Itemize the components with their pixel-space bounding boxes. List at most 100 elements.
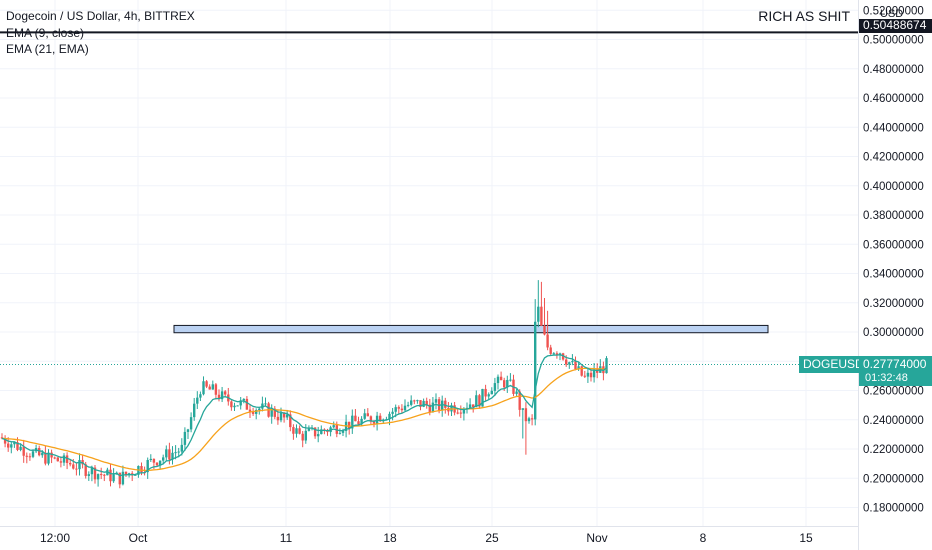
y-tick-label: 0.30000000 [863,327,924,339]
candle-body [165,449,168,458]
candle-body [555,353,559,356]
candle-body [78,460,81,470]
candle-body [276,416,280,421]
candle-body [109,469,112,482]
candle-body [320,429,323,435]
x-tick-label: 12:00 [40,531,70,545]
candle-body [162,457,165,461]
candle-body [47,452,50,464]
candle-body [546,334,549,348]
candle-body [534,321,537,420]
candle-body [7,443,10,448]
candle-body [242,398,245,401]
candle-body [146,460,149,473]
candle-body [543,325,546,335]
candle-body [313,427,317,437]
candle-body [571,361,574,363]
candle-body [196,397,199,404]
candle-body [0,437,4,439]
candle-body [372,421,376,424]
candle-body [338,432,342,434]
candle-body [189,417,193,430]
candle-body [475,395,478,408]
candle-body [413,400,416,402]
candle-body [530,418,534,420]
candle-body [279,412,283,421]
candle-body [248,409,252,412]
indicator-ema-fast[interactable]: EMA (9, close) [6,26,85,40]
candle-body [524,408,528,422]
candle-body [239,400,242,406]
candle-body [394,407,397,412]
candle-body [44,452,47,464]
ema-9-line [1,354,607,477]
candle-body [214,384,218,395]
candle-body [270,408,273,417]
y-tick-label: 0.44000000 [863,122,924,134]
candle-body [65,455,69,463]
candle-body [152,458,156,463]
candle-body [93,467,97,480]
candle-body [22,446,25,456]
candle-body [360,418,363,425]
candle-body [304,430,307,441]
last-price-badge: 0.27774000 [859,356,932,373]
candle-body [87,474,90,476]
candle-body [388,413,391,420]
candle-body [484,388,487,397]
candle-body [25,455,28,457]
candle-body [499,376,503,381]
candle-body [224,391,227,395]
y-tick-label: 0.40000000 [863,181,924,193]
candle-body [155,462,159,466]
candle-body [289,414,292,428]
candle-body [118,472,121,485]
candle-body [124,471,128,475]
candle-body [220,391,224,400]
candle-body [292,427,295,434]
candle-body [549,347,552,354]
candle-body [326,430,329,433]
candle-body [379,415,382,422]
candle-body [56,457,59,462]
candle-body [403,405,407,411]
candle-body [183,431,187,445]
y-tick-label: 0.42000000 [863,152,924,164]
candle-body [28,456,32,458]
candle-body [577,366,580,370]
candle-body [441,400,444,411]
candle-body [75,468,78,470]
candle-body [41,452,44,456]
candle-body [515,391,518,394]
candle-body [199,394,202,398]
candle-body [527,418,531,422]
y-tick-label: 0.36000000 [863,239,924,251]
candle-body [112,474,115,482]
candle-body [158,460,162,466]
candle-body [230,401,233,408]
candle-body [468,404,472,408]
candle-body [366,413,369,417]
candle-body [16,442,19,450]
y-tick-label: 0.50000000 [863,35,924,47]
candle-body [286,414,289,418]
candle-body [50,452,53,458]
candle-body [509,379,512,381]
candle-body [255,410,258,414]
candle-body [369,416,373,422]
countdown-badge: 01:32:48 [859,372,932,386]
candle-body [53,457,56,459]
candle-body [186,429,190,432]
candle-body [19,446,22,450]
candle-body [180,444,183,452]
symbol-badge: DOGEUSD [799,356,868,373]
candle-body [84,464,87,476]
y-tick-label: 0.32000000 [863,298,924,310]
target-price-badge: 0.50488674 [859,19,932,33]
indicator-ema-slow[interactable]: EMA (21, EMA) [6,42,89,56]
candle-body [431,402,435,413]
candle-body [459,412,462,414]
y-tick-label: 0.26000000 [863,386,924,398]
